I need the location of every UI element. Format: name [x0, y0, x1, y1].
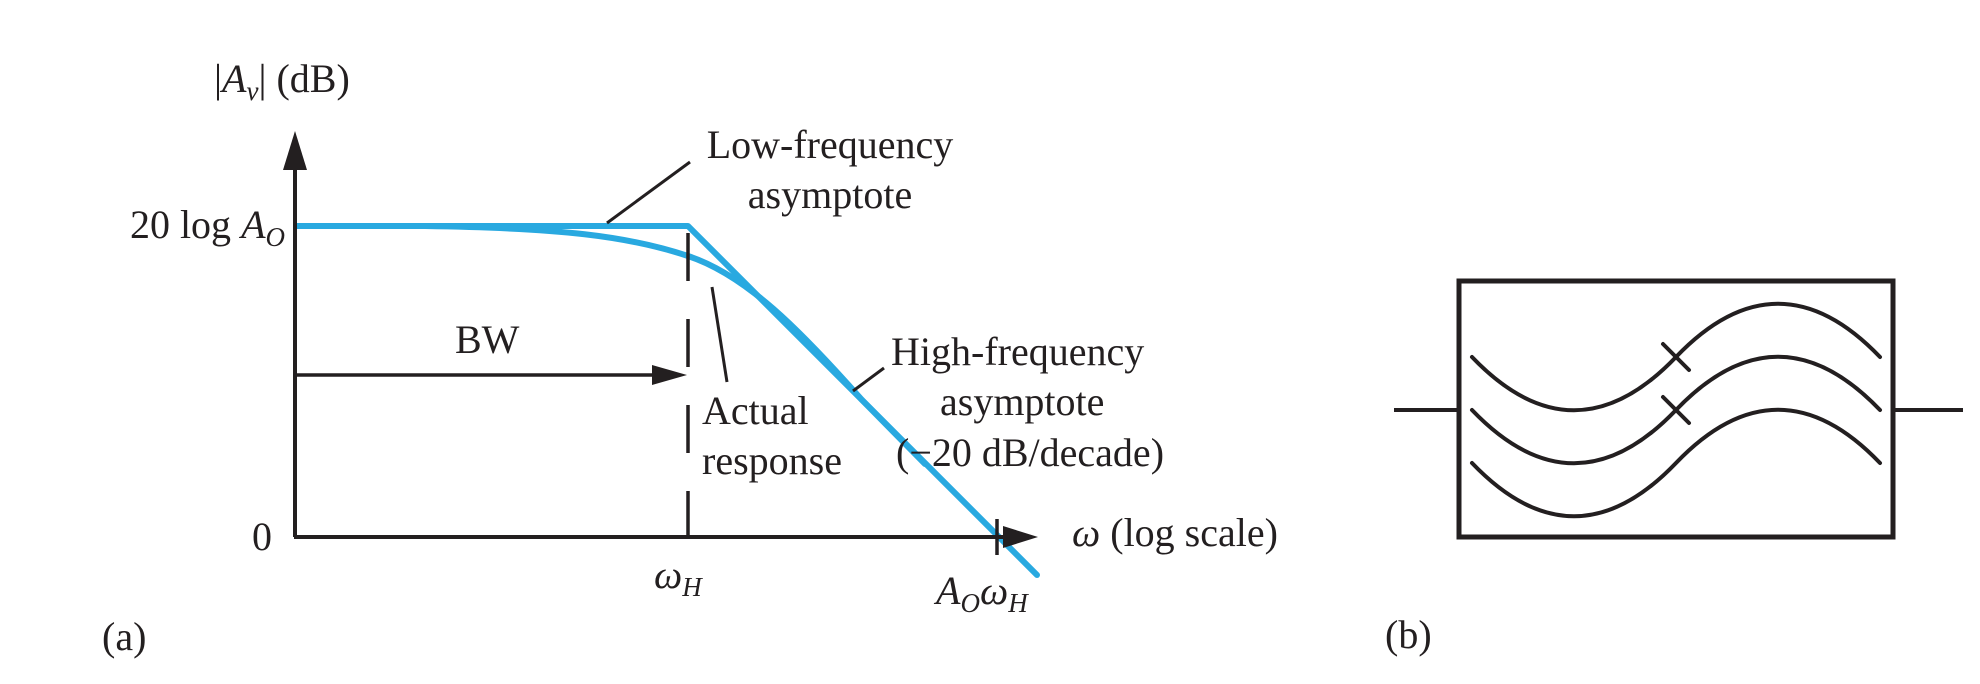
ao-omega-h-tick-label: AOωH: [936, 568, 1028, 618]
bandwidth-label: BW: [455, 317, 520, 362]
bw-arrowhead: [652, 365, 687, 385]
y-axis-arrowhead: [283, 131, 307, 170]
x-axis-arrowhead: [1003, 526, 1038, 548]
sine-wave-bottom: [1470, 407, 1882, 519]
low-freq-callout-line: [606, 160, 691, 225]
wave-cross-tick-top: [1661, 342, 1691, 372]
y-axis-title: |Av| (dB): [214, 56, 350, 106]
high-freq-callout-line: [852, 366, 885, 393]
x-axis-title: ω (log scale): [1072, 510, 1278, 555]
panel-b-caption: (b): [1385, 612, 1432, 657]
low-frequency-asymptote-label: Low-frequency asymptote: [706, 122, 954, 218]
omega-h-tick-label: ωH: [654, 552, 702, 602]
actual-response-callout-line: [710, 286, 729, 383]
actual-response-label: Actual response: [702, 388, 842, 484]
gain-level-label: 20 log AO: [129, 202, 285, 252]
high-frequency-asymptote-label: High-frequency asymptote (−20 dB/decade): [891, 329, 1165, 475]
wave-cross-tick-middle: [1661, 395, 1691, 425]
origin-zero-label: 0: [252, 514, 272, 559]
panel-a-caption: (a): [102, 614, 147, 659]
